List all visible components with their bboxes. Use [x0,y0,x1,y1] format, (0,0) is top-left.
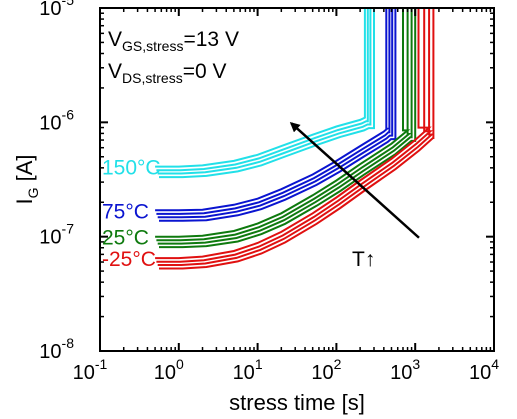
y-tick-base: 10 [39,0,61,20]
plot-frame [99,7,495,352]
condition-vgs-value: =13 V [183,28,238,51]
condition-vds-value: =0 V [183,60,227,83]
y-tick-base: 10 [39,112,61,134]
series-label: 150°C [102,157,161,180]
series-line-150°C [155,8,366,168]
x-tick-exponent: 4 [491,356,499,372]
plot-series-layer [155,8,435,270]
condition-vgs: VGS,stress=13 V [108,28,239,54]
x-tick-label: 10-1 [73,356,108,384]
trend-arrow [289,121,420,239]
x-tick-base: 10 [73,362,95,384]
y-axis-title-subscript: G [25,188,41,199]
x-tick-exponent: 1 [255,356,263,372]
condition-vgs-subscript: GS,stress [122,38,183,54]
y-tick-label: 10-5 [39,0,74,20]
series-line-75°C [159,8,397,222]
series-line--25°C [156,8,434,263]
condition-vgs-main: V [108,28,122,51]
y-tick-exponent: -7 [62,221,75,237]
y-tick-exponent: -6 [62,106,75,122]
series-line-75°C [157,8,394,219]
x-tick-base: 10 [390,362,412,384]
series-line-25°C [156,8,412,242]
series-label: -25°C [102,248,156,271]
x-tick-exponent: -1 [95,356,108,372]
x-tick-label: 102 [311,356,341,384]
series-label: 25°C [102,227,149,250]
y-axis-title-unit: [A] [12,154,37,187]
y-axis-title-main: I [12,198,37,204]
y-tick-exponent: -5 [62,0,75,8]
x-tick-label: 104 [469,356,499,384]
y-tick-base: 10 [39,227,61,249]
series-label: 75°C [102,200,149,223]
x-tick-label: 103 [390,356,420,384]
series-line-150°C [157,8,372,175]
x-tick-exponent: 0 [176,356,184,372]
series-line--25°C [157,8,435,266]
y-tick-exponent: -8 [62,335,75,351]
x-tick-base: 10 [154,362,176,384]
series-line-150°C [156,8,369,172]
x-tick-base: 10 [311,362,333,384]
series-line-150°C [159,8,375,179]
x-tick-label: 100 [154,356,184,384]
y-tick-base: 10 [39,341,61,363]
x-tick-exponent: 3 [412,356,420,372]
x-tick-base: 10 [233,362,255,384]
x-tick-label: 101 [233,356,263,384]
series-line-75°C [156,8,391,215]
series-line--25°C [159,8,435,270]
ticks-layer [99,7,495,352]
series-line--25°C [155,8,432,260]
trend-label: T↑ [352,248,375,271]
condition-vds-main: V [108,60,122,83]
x-tick-exponent: 2 [334,356,342,372]
series-line-25°C [159,8,417,249]
x-tick-base: 10 [469,362,491,384]
condition-vds-subscript: DS,stress [122,70,183,86]
y-axis-title: IG [A] [12,154,41,204]
y-tick-label: 10-8 [39,335,74,363]
labels-layer: 10-1 100 101 102 103 10410-810-710-610-5stres… [12,0,499,415]
y-tick-label: 10-6 [39,106,74,134]
y-tick-label: 10-7 [39,221,74,249]
series-line-75°C [155,8,390,212]
condition-vds: VDS,stress=0 V [108,60,227,86]
x-axis-title: stress time [s] [229,390,365,415]
series-line-25°C [157,8,413,245]
